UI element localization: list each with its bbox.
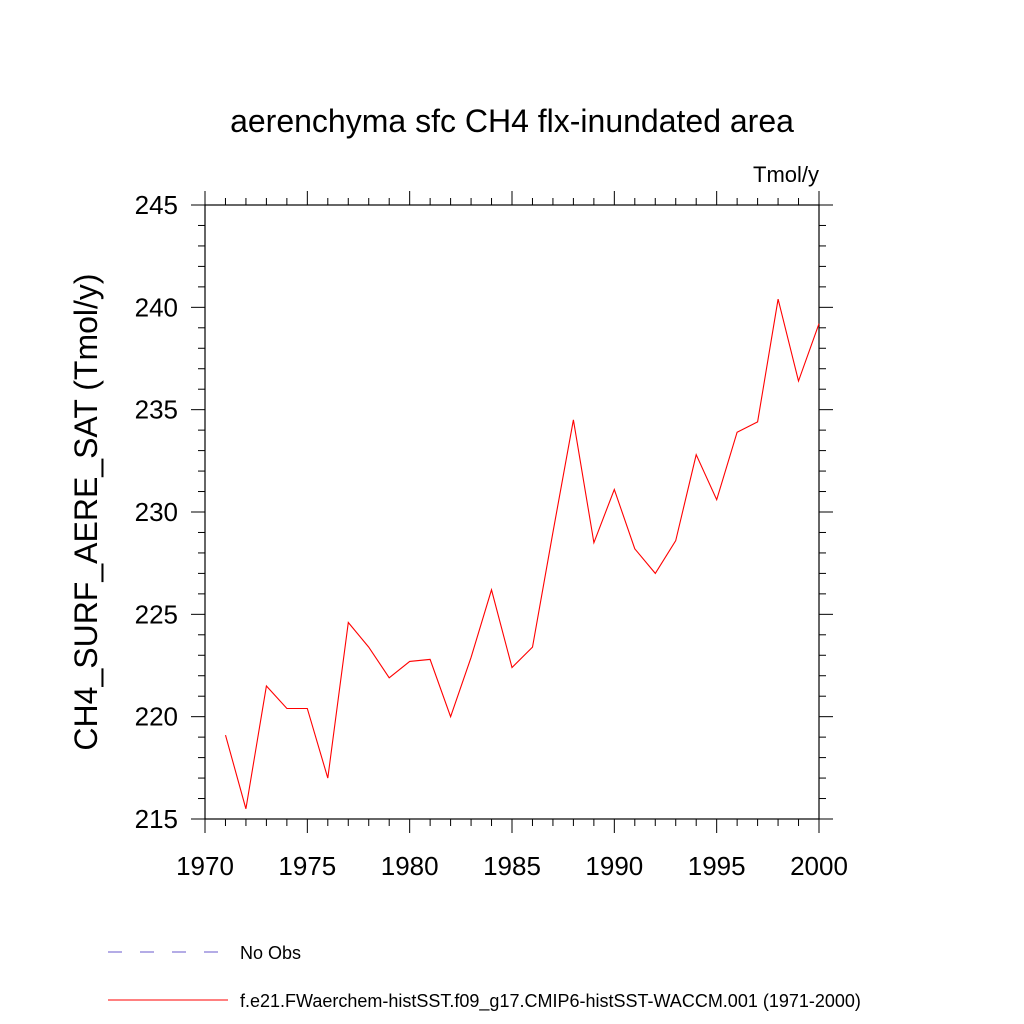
y-tick-label: 245 [135,190,178,220]
y-axis-label: CH4_SURF_AERE_SAT (Tmol/y) [68,273,104,750]
y-tick-label: 215 [135,804,178,834]
x-tick-label: 1970 [176,851,234,881]
y-tick-label: 230 [135,497,178,527]
y-tick-label: 240 [135,292,178,322]
x-tick-label: 1990 [585,851,643,881]
plot-frame [204,204,820,820]
chart-title: aerenchyma sfc CH4 flx-inundated area [230,103,794,139]
legend-label: f.e21.FWaerchem-histSST.f09_g17.CMIP6-hi… [240,991,861,1012]
x-tick-label: 2000 [790,851,848,881]
legend-label: No Obs [240,943,301,963]
y-tick-label: 220 [135,702,178,732]
y-tick-label: 225 [135,599,178,629]
plot-area: 1970 1975 1980 1985 1990 1995 2000 215 220 225 230… [135,190,848,881]
legend: No Obs f.e21.FWaerchem-histSST.f09_g17.CM… [108,943,861,1012]
units-label: Tmol/y [753,162,819,187]
series-line [224,298,820,809]
x-tick-label: 1995 [688,851,746,881]
x-tick-label: 1985 [483,851,541,881]
x-tick-label: 1975 [278,851,336,881]
x-tick-label: 1980 [381,851,439,881]
y-tick-label: 235 [135,395,178,425]
